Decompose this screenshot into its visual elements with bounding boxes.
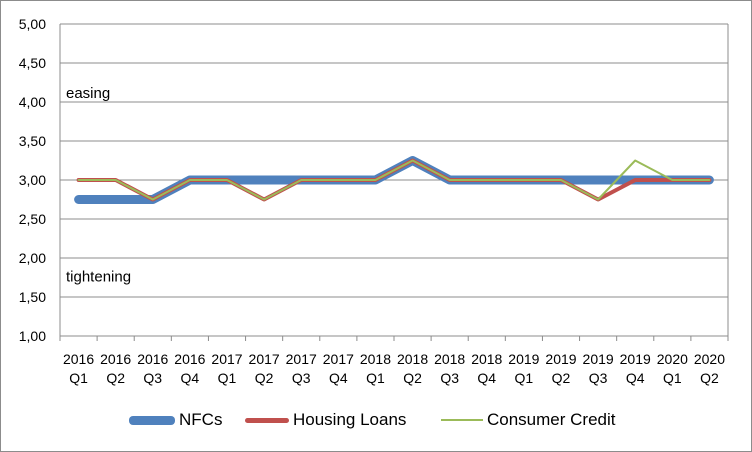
x-tick-label-quarter: Q1 xyxy=(515,370,534,386)
x-tick-label-year: 2016 xyxy=(63,351,94,367)
annotation-easing: easing xyxy=(66,85,110,102)
x-tick-label-year: 2017 xyxy=(249,351,280,367)
legend-item-nfcs: NFCs xyxy=(129,405,222,435)
x-tick-label-quarter: Q1 xyxy=(366,370,385,386)
x-tick-label-year: 2019 xyxy=(583,351,614,367)
x-tick-label-year: 2018 xyxy=(434,351,465,367)
x-tick-label-year: 2019 xyxy=(545,351,576,367)
line-chart: 1,00 1,50 2,00 2,50 3,00 3,50 4,00 4,50 5,00 2016… xyxy=(19,16,729,386)
x-tick-label-year: 2019 xyxy=(508,351,539,367)
chart-legend: NFCs Housing Loans Consumer Credit xyxy=(1,405,751,435)
x-tick-label-quarter: Q2 xyxy=(255,370,274,386)
x-tick-label-quarter: Q1 xyxy=(218,370,237,386)
series-line-consumer-credit xyxy=(77,159,711,201)
x-tick-label-quarter: Q2 xyxy=(403,370,422,386)
x-tick-label-year: 2017 xyxy=(211,351,242,367)
x-tick-label-quarter: Q1 xyxy=(663,370,682,386)
x-tick-label-year: 2019 xyxy=(620,351,651,367)
annotation-tightening: tightening xyxy=(66,269,131,286)
x-tick-label-year: 2017 xyxy=(286,351,317,367)
x-tick-label-quarter: Q2 xyxy=(552,370,571,386)
x-tick-label-quarter: Q3 xyxy=(292,370,311,386)
legend-item-consumer-credit: Consumer Credit xyxy=(441,405,616,435)
x-tick-label-quarter: Q2 xyxy=(106,370,125,386)
y-tick-label: 4,00 xyxy=(19,94,46,110)
x-tick-label-quarter: Q3 xyxy=(143,370,162,386)
x-tick-label-year: 2016 xyxy=(100,351,131,367)
x-tick-label-year: 2018 xyxy=(471,351,502,367)
x-tick-label-year: 2016 xyxy=(137,351,168,367)
legend-label-housing-loans: Housing Loans xyxy=(293,410,407,429)
legend-label-consumer-credit: Consumer Credit xyxy=(487,410,616,429)
x-tick-label-quarter: Q4 xyxy=(181,370,200,386)
x-tick-label-year: 2016 xyxy=(174,351,205,367)
x-tick-label-quarter: Q1 xyxy=(69,370,88,386)
y-tick-label: 3,50 xyxy=(19,133,46,149)
y-tick-label: 5,00 xyxy=(19,16,46,32)
x-tick-label-quarter: Q2 xyxy=(700,370,719,386)
x-tick-label-quarter: Q4 xyxy=(626,370,645,386)
legend-label-nfcs: NFCs xyxy=(179,410,223,429)
x-tick-label-year: 2018 xyxy=(397,351,428,367)
y-tick-label: 2,00 xyxy=(19,250,46,266)
x-tick-label-quarter: Q3 xyxy=(440,370,459,386)
legend-swatch-consumer-credit xyxy=(441,419,483,421)
x-tick-label-quarter: Q4 xyxy=(329,370,348,386)
y-tick-label: 1,00 xyxy=(19,328,46,344)
y-tick-label: 1,50 xyxy=(19,289,46,305)
y-tick-label: 4,50 xyxy=(19,55,46,71)
x-tick-label-quarter: Q4 xyxy=(477,370,496,386)
legend-item-housing-loans: Housing Loans xyxy=(245,405,406,435)
legend-swatch-housing-loans xyxy=(245,417,289,423)
x-tick-label-year: 2020 xyxy=(694,351,725,367)
x-tick-label-year: 2020 xyxy=(657,351,688,367)
y-tick-label: 2,50 xyxy=(19,211,46,227)
y-tick-label: 3,00 xyxy=(19,172,46,188)
legend-swatch-nfcs xyxy=(129,415,175,425)
x-tick-label-year: 2018 xyxy=(360,351,391,367)
x-tick-label-quarter: Q3 xyxy=(589,370,608,386)
x-tick-label-year: 2017 xyxy=(323,351,354,367)
